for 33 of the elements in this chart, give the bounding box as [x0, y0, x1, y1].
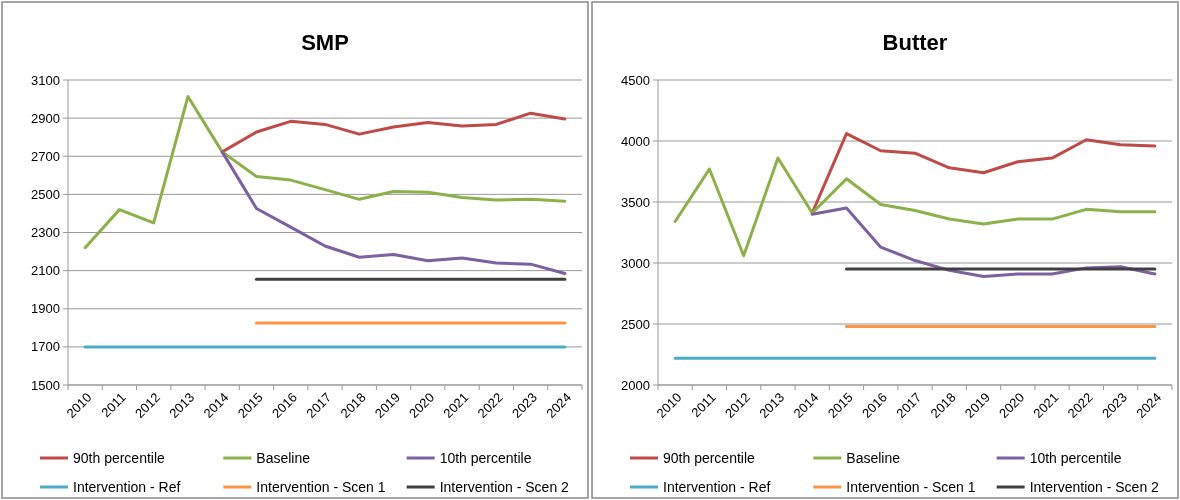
y-tick-label: 2100	[31, 263, 60, 279]
line-series	[83, 95, 567, 250]
y-tick-label: 1500	[31, 377, 60, 393]
y-tick-label: 2500	[621, 316, 650, 332]
legend-label: Intervention - Ref	[73, 478, 181, 495]
legend-label: Intervention - Scen 1	[846, 478, 976, 495]
y-tick-label: 1900	[31, 301, 60, 317]
y-tick-label: 2000	[621, 377, 650, 393]
y-tick-label: 2900	[31, 110, 60, 126]
legend-label: Baseline	[846, 449, 901, 466]
y-tick-label: 3100	[31, 72, 60, 88]
chart-title: Butter	[882, 30, 948, 55]
legend-label: 10th percentile	[439, 449, 532, 466]
y-tick-label: 2500	[31, 186, 60, 202]
y-tick-label: 4000	[621, 133, 650, 149]
line-series	[220, 150, 567, 275]
y-tick-label: 3500	[621, 194, 650, 210]
legend-label: Intervention - Scen 1	[256, 478, 386, 495]
line-series	[673, 156, 1157, 258]
line-series	[220, 111, 567, 154]
y-tick-label: 1700	[31, 339, 60, 355]
legend-label: 90th percentile	[663, 449, 756, 466]
legend-label: Intervention - Ref	[663, 478, 771, 495]
legend-label: 90th percentile	[73, 449, 166, 466]
legend-label: Intervention - Scen 2	[1029, 478, 1160, 495]
legend-label: Baseline	[256, 449, 311, 466]
chart-title: SMP	[301, 30, 349, 55]
y-tick-label: 3000	[621, 255, 650, 271]
y-tick-label: 4500	[621, 72, 650, 88]
y-tick-label: 2700	[31, 148, 60, 164]
legend-label: 10th percentile	[1029, 449, 1122, 466]
y-tick-label: 2300	[31, 225, 60, 241]
legend-label: Intervention - Scen 2	[439, 478, 570, 495]
